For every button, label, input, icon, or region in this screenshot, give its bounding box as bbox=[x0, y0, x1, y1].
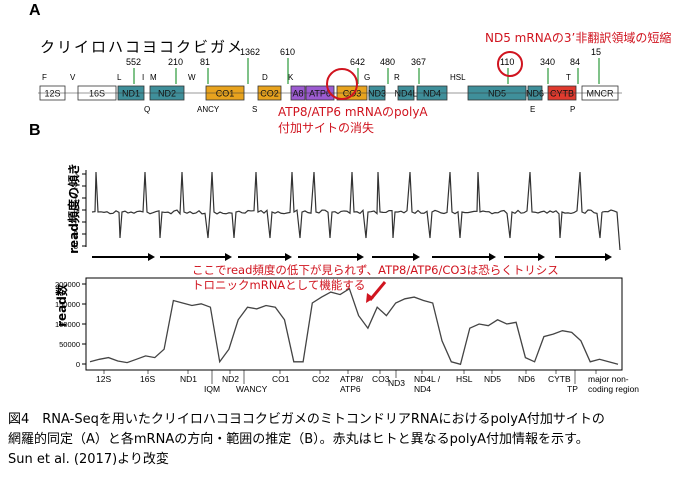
gene-label-nd2: ND2 bbox=[158, 89, 176, 99]
count-367: 367 bbox=[411, 57, 426, 67]
trna-f: F bbox=[42, 73, 47, 82]
gene-axis-label: CO1 bbox=[272, 374, 290, 384]
annotation-text: ここでread頻度の低下が見られず、ATP8/ATP6/CO3は恐らくトリシス … bbox=[192, 263, 559, 293]
gene-label-nd3: ND3 bbox=[368, 89, 386, 99]
count-84: 84 bbox=[570, 57, 580, 67]
gene-label-nd5: ND5 bbox=[488, 89, 506, 99]
gene-label-nd4l: ND4L bbox=[394, 89, 417, 99]
trna-t: T bbox=[566, 73, 571, 82]
gene-axis-label: ND6 bbox=[518, 374, 535, 384]
trna-w: W bbox=[188, 73, 196, 82]
direction-arrowhead bbox=[148, 253, 155, 261]
gene-label-nd6: ND6 bbox=[526, 89, 544, 99]
gene-axis-label: CYTB bbox=[548, 374, 571, 384]
gene-axis-label: ND2 bbox=[222, 374, 239, 384]
direction-arrowhead bbox=[225, 253, 232, 261]
trna-d: D bbox=[262, 73, 268, 82]
direction-arrowhead bbox=[605, 253, 612, 261]
trna-bottom-s: S bbox=[252, 105, 257, 114]
panel-b-label: B bbox=[29, 122, 41, 140]
caption-line-3: Sun et al. (2017)より改変 bbox=[8, 450, 169, 469]
gene-label-16s: 16S bbox=[89, 89, 105, 99]
tick-label: 50000 bbox=[59, 340, 80, 349]
gene-axis: 12S 16S ND1IQMND2WANCYCO1 CO2 ATP8/ATP6CO3ND… bbox=[96, 370, 639, 394]
gene-axis-label: ATP8/ bbox=[340, 374, 364, 384]
slope-line bbox=[92, 172, 620, 250]
gene-axis-label: TP bbox=[567, 384, 578, 394]
gene-axis-label: coding region bbox=[588, 384, 639, 394]
trna-m: M bbox=[150, 73, 157, 82]
count-340: 340 bbox=[540, 57, 555, 67]
trna-bottom-q: Q bbox=[144, 105, 150, 114]
direction-arrowhead bbox=[489, 253, 496, 261]
gene-axis-label: ND4 bbox=[414, 384, 431, 394]
slope-plot: 3 2 1 0 -1 -2 -3 bbox=[71, 170, 620, 261]
direction-arrowhead bbox=[357, 253, 364, 261]
direction-arrowhead bbox=[285, 253, 292, 261]
gene-label-co1: CO1 bbox=[216, 89, 235, 99]
gene-axis-label: ND5 bbox=[484, 374, 501, 384]
gene-axis-label: IQM bbox=[204, 384, 220, 394]
direction-arrowhead bbox=[413, 253, 420, 261]
count-610: 610 bbox=[280, 47, 295, 57]
gene-axis-label: CO2 bbox=[312, 374, 330, 384]
trna-l: L bbox=[117, 73, 122, 82]
gene-label-mncr: MNCR bbox=[587, 89, 614, 99]
count-480: 480 bbox=[380, 57, 395, 67]
trna-r: R bbox=[394, 73, 400, 82]
trna-bottom-p: P bbox=[570, 105, 575, 114]
direction-arrowhead bbox=[538, 253, 545, 261]
trna-k: K bbox=[288, 73, 294, 82]
trna-i: I bbox=[142, 73, 144, 82]
count-81: 81 bbox=[200, 57, 210, 67]
gene-axis-label: 12S bbox=[96, 374, 111, 384]
read-count-line bbox=[90, 289, 618, 365]
count-1362: 1362 bbox=[240, 47, 260, 57]
gene-label-cytb: CYTB bbox=[550, 89, 574, 99]
gene-label-nd4: ND4 bbox=[423, 89, 441, 99]
trna-g: G bbox=[364, 73, 370, 82]
gene-label-co2: CO2 bbox=[260, 89, 279, 99]
gene-label-a8: A8 bbox=[292, 89, 303, 99]
count-15: 15 bbox=[591, 47, 601, 57]
read-count-plot: 200000 150000 100000 50000 0 12S 16S ND1 IQMND2… bbox=[55, 278, 639, 394]
trna-bottom-e: E bbox=[530, 105, 535, 114]
gene-label-nd1: ND1 bbox=[122, 89, 140, 99]
gene-label-co3: CO3 bbox=[343, 89, 362, 99]
gene-axis-label: HSL bbox=[456, 374, 473, 384]
direction-arrows bbox=[92, 253, 612, 261]
gene-axis-label: major non- bbox=[588, 374, 629, 384]
caption-line-2: 網羅的同定（A）と各mRNAの方向・範囲の推定（B）。赤丸はヒトと異なるpoly… bbox=[8, 430, 589, 449]
count-552: 552 bbox=[126, 57, 141, 67]
count-210: 210 bbox=[168, 57, 183, 67]
ylabel-reads: read数 bbox=[53, 284, 70, 327]
trna-hsl: HSL bbox=[450, 73, 466, 82]
ylabel-slope: read頻度の傾き bbox=[65, 163, 82, 254]
gene-label-12s: 12S bbox=[44, 89, 60, 99]
caption-line-1: 図4 RNA-Seqを用いたクリイロハコヨコクビガメのミトコンドリアRNAにおけ… bbox=[8, 410, 605, 429]
gene-axis-label: ND4L / bbox=[414, 374, 441, 384]
trna-bottom-ancy: ANCY bbox=[197, 105, 220, 114]
count-642: 642 bbox=[350, 57, 365, 67]
tick-label: 0 bbox=[76, 360, 80, 369]
trna-v: V bbox=[70, 73, 76, 82]
gene-axis-label: ATP6 bbox=[340, 384, 361, 394]
gene-axis-label: WANCY bbox=[236, 384, 268, 394]
gene-axis-label: ND3 bbox=[388, 378, 405, 388]
gene-axis-label: 16S bbox=[140, 374, 155, 384]
count-110: 110 bbox=[500, 57, 514, 67]
gene-axis-label: ND1 bbox=[180, 374, 197, 384]
